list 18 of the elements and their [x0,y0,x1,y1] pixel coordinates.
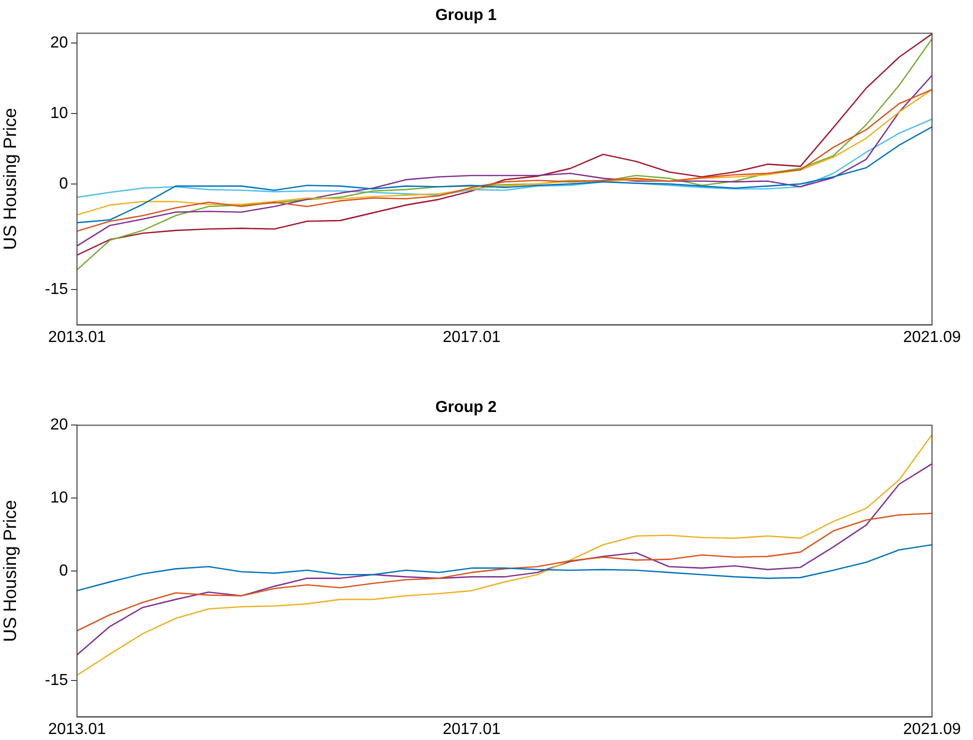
x-tick-label: 2013.01 [48,328,106,346]
y-tick-label: -15 [44,672,68,689]
x-tick-label: 2017.01 [442,720,501,738]
x-tick-label: 2021.09 [903,720,962,738]
chart-title: Group 1 [435,7,497,24]
y-axis-title: US Housing Price [0,108,20,250]
y-tick-label: 20 [50,34,68,52]
y-axis-title: US Housing Price [0,500,20,642]
y-tick-label: 0 [59,175,68,192]
y-tick-label: 10 [50,104,68,122]
y-tick-label: 10 [50,490,68,507]
x-tick-label: 2021.09 [903,328,962,346]
y-tick-label: -15 [44,280,68,298]
y-tick-label: 20 [50,416,68,434]
chart-title: Group 2 [435,399,497,416]
x-tick-label: 2013.01 [48,720,106,738]
y-tick-label: 0 [59,562,68,580]
x-tick-label: 2017.01 [442,328,501,346]
